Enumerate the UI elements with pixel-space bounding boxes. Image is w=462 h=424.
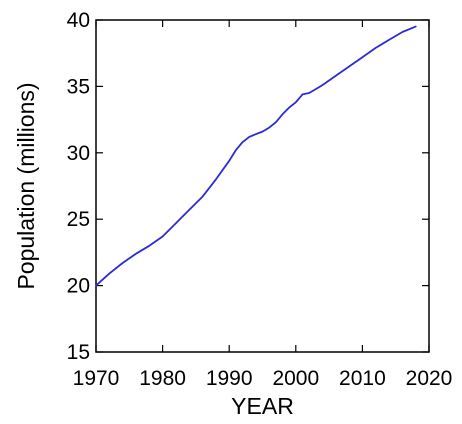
y-tick-label: 15 <box>67 341 90 364</box>
x-tick-label: 2000 <box>272 367 319 390</box>
y-tick-label: 20 <box>67 275 90 298</box>
x-tick-label: 1980 <box>139 367 186 390</box>
x-tick-label: 1990 <box>206 367 253 390</box>
plot-area <box>95 19 430 353</box>
series-group <box>95 25 417 287</box>
y-tick-label: 40 <box>67 9 90 32</box>
y-axis-ticks: 15 20 25 30 35 40 <box>67 9 429 364</box>
x-axis-label: YEAR <box>231 393 294 419</box>
x-tick-label: 1970 <box>73 367 120 390</box>
x-axis-ticks: 1970 1980 1990 2000 2010 2020 <box>73 20 453 390</box>
plot-frame <box>95 19 430 353</box>
y-tick-label: 35 <box>67 75 90 98</box>
x-tick-label: 2020 <box>406 367 453 390</box>
x-tick-label: 2010 <box>339 367 386 390</box>
y-axis-label: Population (millions) <box>13 82 39 289</box>
series-line <box>95 25 417 287</box>
y-tick-label: 30 <box>67 142 90 165</box>
y-tick-label: 25 <box>67 208 90 231</box>
